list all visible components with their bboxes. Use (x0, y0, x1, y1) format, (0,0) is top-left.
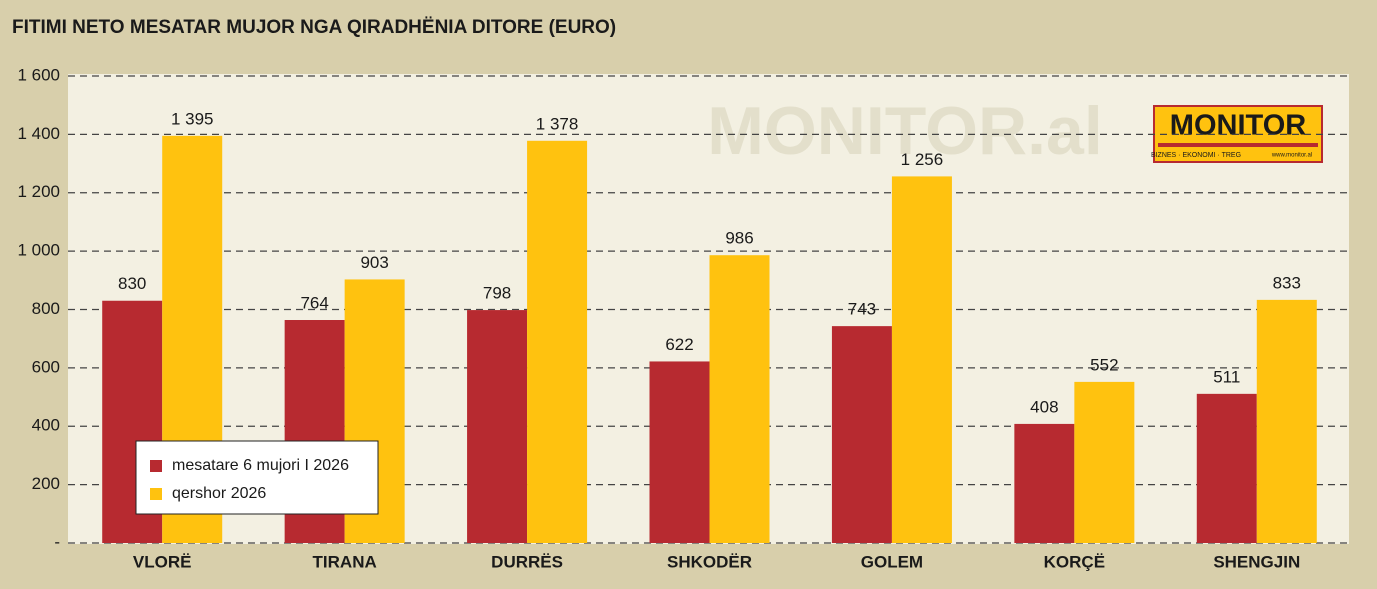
logo-url: www.monitor.al (1271, 153, 1312, 159)
bar (831, 326, 892, 543)
legend-label: mesatare 6 mujori I 2026 (172, 457, 349, 474)
legend-label: qershor 2026 (172, 485, 266, 502)
bar (527, 140, 588, 543)
watermark: MONITOR.al (707, 93, 1102, 169)
value-label: 511 (1213, 367, 1240, 386)
legend: mesatare 6 mujori I 2026 qershor 2026 (135, 440, 379, 515)
x-tick-label: KORÇË (1044, 552, 1105, 571)
y-tick-label: - (54, 532, 60, 551)
value-label: 830 (118, 274, 146, 293)
y-tick-label: 200 (32, 474, 60, 493)
bar (1256, 299, 1317, 543)
y-tick-label: 1 600 (17, 65, 60, 84)
value-label: 1 256 (901, 150, 944, 169)
bar (891, 176, 952, 543)
x-tick-label: SHKODËR (667, 552, 752, 571)
y-tick-label: 1 000 (17, 241, 60, 260)
chart-title: FITIMI NETO MESATAR MUJOR NGA QIRADHËNIA… (12, 17, 616, 38)
legend-swatch (150, 488, 162, 500)
value-label: 833 (1273, 273, 1301, 292)
x-tick-label: VLORË (133, 552, 192, 571)
bar (649, 361, 710, 543)
value-label: 764 (300, 293, 328, 312)
value-label: 903 (360, 253, 388, 272)
bar (1074, 381, 1135, 543)
logo-stripe (1158, 143, 1318, 147)
x-tick-label: GOLEM (861, 552, 923, 571)
value-label: 1 395 (171, 109, 214, 128)
logo-tagline: BIZNES · EKONOMI · TREG (1151, 152, 1241, 159)
legend-box (135, 440, 379, 515)
bar (1196, 393, 1257, 543)
y-tick-label: 1 400 (17, 124, 60, 143)
value-label: 743 (848, 300, 876, 319)
bar (709, 255, 770, 543)
value-label: 1 378 (536, 114, 579, 133)
y-tick-label: 400 (32, 416, 60, 435)
value-label: 408 (1030, 397, 1058, 416)
y-tick-label: 1 200 (17, 182, 60, 201)
logo-name: MONITOR (1170, 110, 1306, 142)
x-tick-label: SHENGJIN (1213, 552, 1300, 571)
value-label: 552 (1090, 355, 1118, 374)
bar (1014, 423, 1075, 543)
bar (467, 310, 528, 543)
y-tick-label: 600 (32, 357, 60, 376)
x-tick-label: TIRANA (313, 552, 377, 571)
value-label: 986 (725, 229, 753, 248)
value-label: 798 (483, 284, 511, 303)
value-label: 622 (665, 335, 693, 354)
y-tick-label: 800 (32, 299, 60, 318)
x-tick-label: DURRËS (491, 552, 563, 571)
legend-swatch (150, 460, 162, 472)
